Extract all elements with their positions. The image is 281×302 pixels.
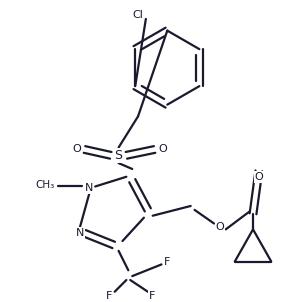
Text: S: S <box>115 149 123 162</box>
Text: O: O <box>216 222 224 233</box>
Text: Cl: Cl <box>133 10 144 20</box>
Text: F: F <box>149 291 155 300</box>
Text: O: O <box>72 144 81 155</box>
Text: O: O <box>255 172 263 182</box>
Text: N: N <box>75 228 84 238</box>
Text: CH₃: CH₃ <box>35 180 54 190</box>
Text: N: N <box>85 183 94 194</box>
Text: O: O <box>158 144 167 155</box>
Text: F: F <box>164 258 171 268</box>
Text: F: F <box>106 291 112 300</box>
